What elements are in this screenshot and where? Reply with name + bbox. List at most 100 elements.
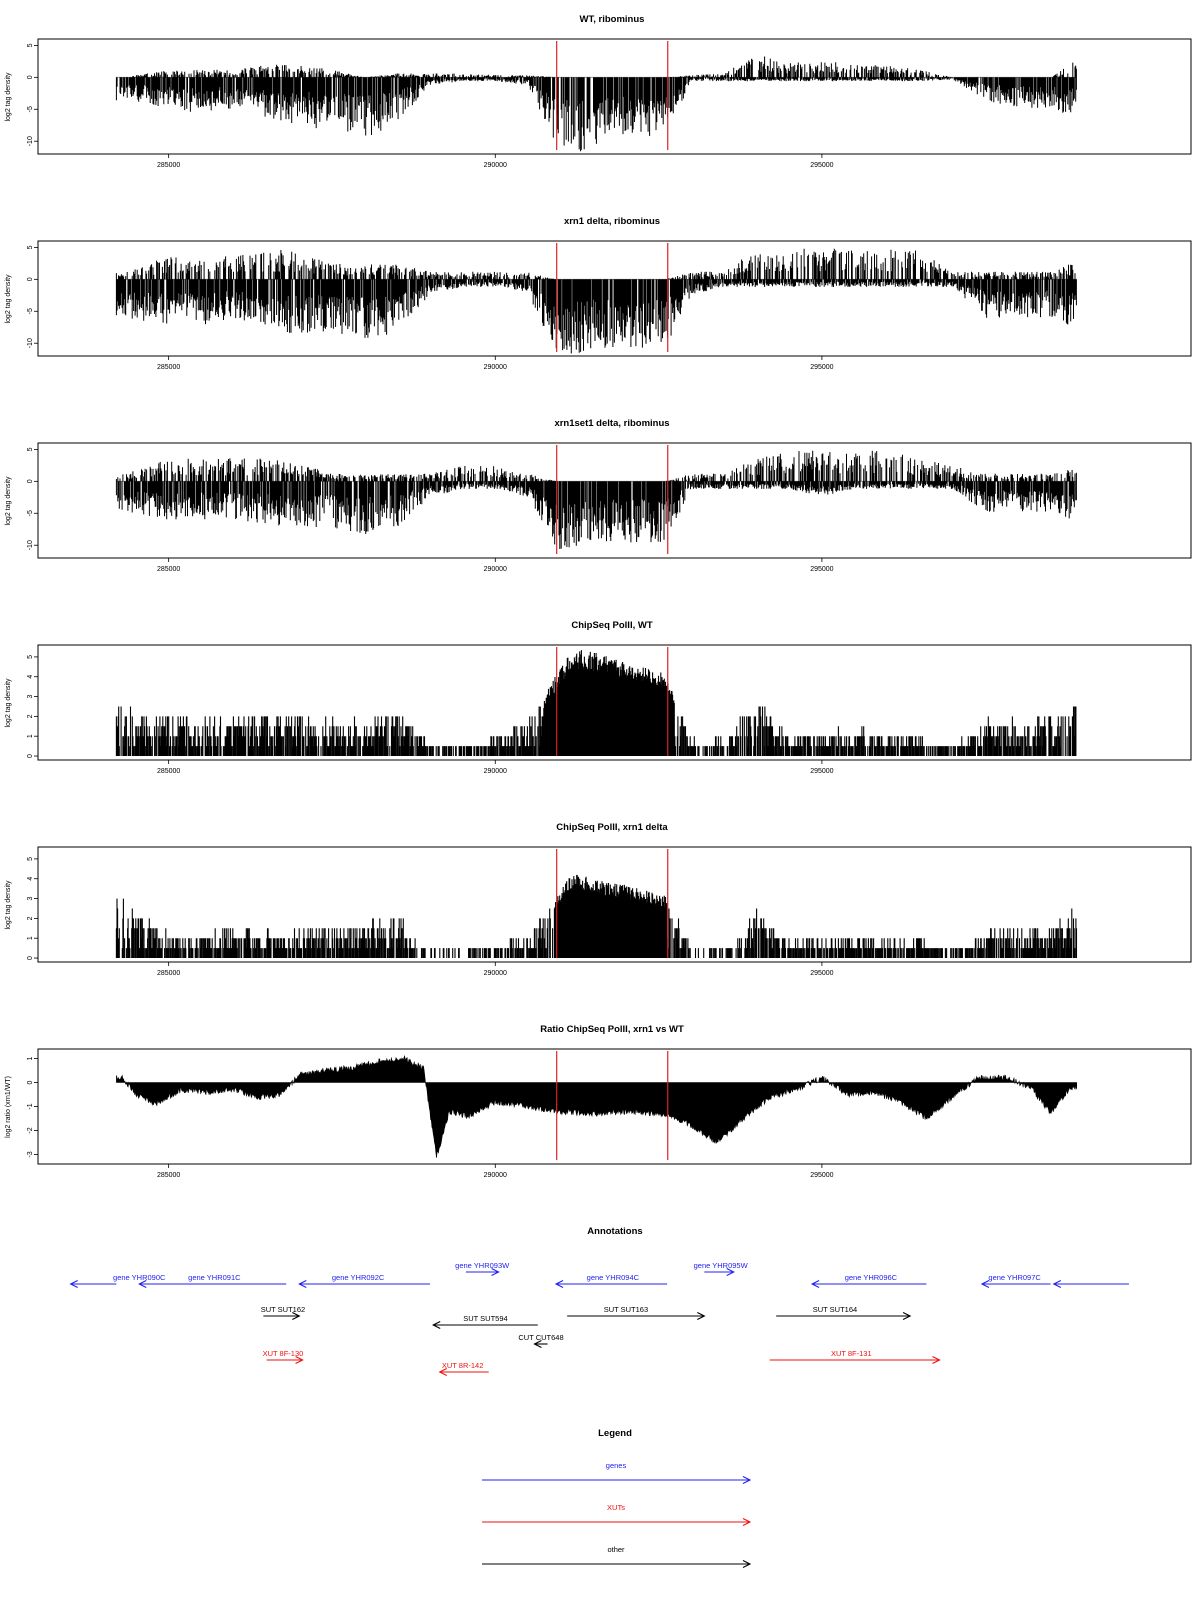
- annotation-label: SUT SUT594: [463, 1314, 507, 1323]
- arrow-head: [138, 1280, 147, 1288]
- annotation-arrow-xut: XUT 8F-130: [263, 1349, 304, 1364]
- y-tick-label: 1: [27, 936, 34, 940]
- arrow-head: [431, 1321, 441, 1329]
- x-tick-label: 290000: [484, 1172, 507, 1179]
- panel-chipseq-wt: ChipSeq PolII, WT log2 tag density 5 4 3 2 1…: [5, 620, 1192, 775]
- arrow-head: [810, 1280, 820, 1288]
- x-tick-label: 295000: [810, 970, 833, 977]
- arrow-head: [1052, 1280, 1062, 1288]
- panel-title: WT, ribominus: [580, 14, 645, 25]
- x-tick-label: 295000: [810, 162, 833, 169]
- data-bars: [115, 450, 1077, 549]
- x-tick-label: 285000: [157, 768, 180, 775]
- x-tick-label: 285000: [157, 970, 180, 977]
- annotation-label: gene YHR093W: [455, 1261, 510, 1270]
- x-tick-label: 285000: [157, 566, 180, 573]
- panel-chipseq-xrn1: ChipSeq PolII, xrn1 delta log2 tag densi…: [5, 822, 1192, 977]
- y-axis-label: log2 tag density: [5, 678, 12, 728]
- arrow-head: [742, 1560, 752, 1568]
- y-tick-label: -10: [27, 136, 34, 146]
- arrow-head: [742, 1476, 752, 1484]
- annotation-arrow-gene: gene YHR096C: [810, 1273, 927, 1288]
- x-tick-label: 290000: [484, 566, 507, 573]
- annotation-arrow-other: SUT SUT164: [776, 1305, 912, 1320]
- arrow-head: [932, 1356, 941, 1364]
- y-tick-label: 1: [27, 1057, 34, 1061]
- annotation-arrow-xut: XUT 8F-131: [769, 1349, 941, 1364]
- x-tick-label: 285000: [157, 364, 180, 371]
- y-tick-label: 2: [27, 714, 34, 718]
- y-axis-label: log2 tag density: [5, 880, 12, 930]
- arrow-head: [742, 1518, 752, 1526]
- arrow-head: [69, 1280, 78, 1288]
- annotation-label: XUT 8F-130: [263, 1349, 304, 1358]
- x-tick-label: 285000: [157, 162, 180, 169]
- y-tick-label: 1: [27, 734, 34, 738]
- x-tick-label: 295000: [810, 364, 833, 371]
- y-tick-label: 3: [27, 897, 34, 901]
- x-tick-label: 295000: [810, 1172, 833, 1179]
- annotation-label: XUT 8R-142: [442, 1361, 484, 1370]
- legend-label: genes: [606, 1461, 627, 1470]
- annotation-arrow-gene: gene YHR091C: [138, 1273, 287, 1288]
- y-tick-label: 4: [27, 877, 34, 881]
- annotation-label: SUT SUT162: [261, 1305, 305, 1314]
- x-tick-label: 295000: [810, 768, 833, 775]
- annotation-arrow-gene: gene YHR092C: [298, 1273, 430, 1288]
- x-tick-label: 290000: [484, 768, 507, 775]
- arrow-head: [438, 1368, 447, 1376]
- annotation-label: SUT SUT163: [604, 1305, 648, 1314]
- y-tick-label: 5: [27, 857, 34, 861]
- density-bars: [115, 56, 1077, 152]
- plot-frame: [37, 846, 1192, 963]
- y-tick-label: 0: [27, 75, 34, 79]
- y-axis-label: log2 tag density: [5, 476, 12, 526]
- x-tick-label: 295000: [810, 566, 833, 573]
- annotation-arrow-other: CUT CUT648: [518, 1333, 564, 1348]
- y-tick-label: -10: [27, 338, 34, 348]
- plot-frame: [37, 442, 1192, 559]
- panel-title: Ratio ChipSeq PolII, xrn1 vs WT: [540, 1024, 684, 1035]
- legend-title: Legend: [598, 1428, 632, 1439]
- annotation-label: gene YHR096C: [845, 1273, 898, 1282]
- annotation-arrow-other: SUT SUT594: [431, 1314, 538, 1329]
- arrow-head: [298, 1280, 307, 1288]
- y-tick-label: 2: [27, 916, 34, 920]
- plot-frame: [37, 38, 1192, 155]
- arrow-head: [697, 1312, 706, 1320]
- annotation-arrow-other: SUT SUT163: [567, 1305, 706, 1320]
- plot-frame: [37, 240, 1192, 357]
- annotation-label: CUT CUT648: [518, 1333, 563, 1342]
- annotation-arrow-gene: gene YHR090C: [69, 1273, 166, 1288]
- annotation-label: gene YHR092C: [332, 1273, 385, 1282]
- x-tick-label: 285000: [157, 1172, 180, 1179]
- y-tick-label: 0: [27, 1080, 34, 1084]
- arrow-head: [533, 1340, 542, 1348]
- panel-xrn1-ribominus: xrn1 delta, ribominus log2 tag density 5…: [5, 216, 1192, 371]
- x-tick-label: 290000: [484, 970, 507, 977]
- y-tick-label: 4: [27, 675, 34, 679]
- ratio-area: [116, 1054, 1077, 1158]
- y-tick-label: 5: [27, 655, 34, 659]
- y-axis-label: log2 ratio (xrn1/WT): [5, 1076, 12, 1138]
- panel-title: xrn1set1 delta, ribominus: [554, 418, 669, 429]
- legend-item-other: other: [482, 1545, 752, 1568]
- annotation-arrow-gene: [1052, 1280, 1129, 1288]
- data-bars: [115, 874, 1078, 958]
- density-bars: [115, 874, 1078, 958]
- panel-xrn1set1-ribominus: xrn1set1 delta, ribominus log2 tag densi…: [5, 418, 1192, 573]
- arrow-head: [902, 1312, 912, 1320]
- x-tick-label: 290000: [484, 162, 507, 169]
- legend-item-xut: XUTs: [482, 1503, 752, 1526]
- panel-ratio: Ratio ChipSeq PolII, xrn1 vs WT log2 rat…: [5, 1024, 1192, 1179]
- arrow-head: [292, 1312, 301, 1320]
- arrow-head: [295, 1356, 304, 1364]
- annotation-label: XUT 8F-131: [831, 1349, 872, 1358]
- density-bars: [115, 450, 1077, 549]
- y-tick-label: -5: [27, 106, 34, 112]
- legend-label: other: [607, 1545, 625, 1554]
- y-tick-label: -5: [27, 510, 34, 516]
- panel-title: xrn1 delta, ribominus: [564, 216, 660, 227]
- x-tick-label: 290000: [484, 364, 507, 371]
